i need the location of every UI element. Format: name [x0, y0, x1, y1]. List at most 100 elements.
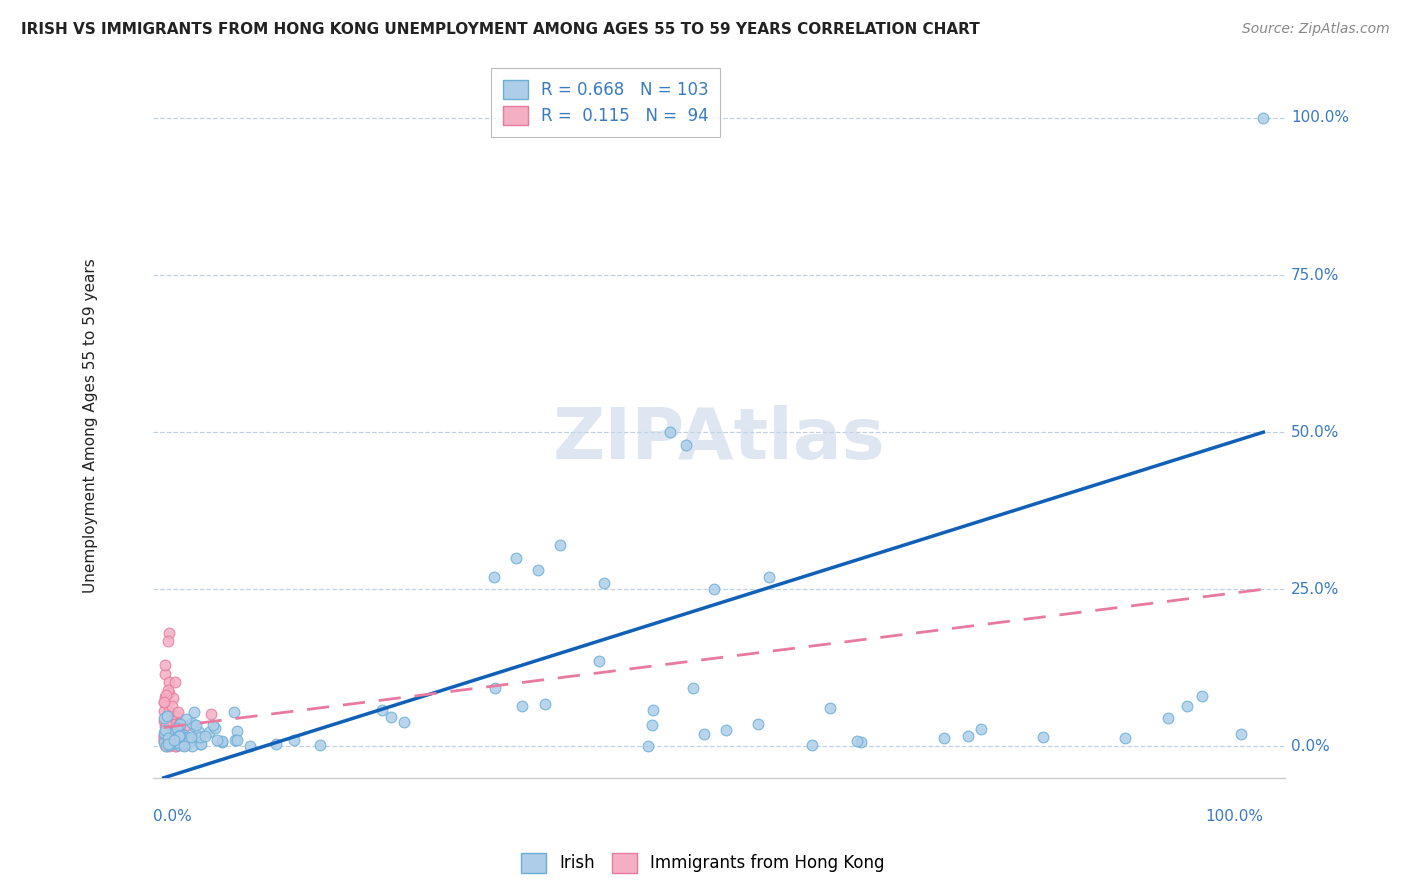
Point [153, 695, 176, 709]
Point [157, 738, 180, 752]
Point [153, 724, 176, 739]
Point [156, 728, 179, 742]
Text: Source: ZipAtlas.com: Source: ZipAtlas.com [1241, 22, 1389, 37]
Point [167, 731, 190, 745]
Point [155, 690, 177, 705]
Point [155, 736, 177, 750]
Point [534, 697, 557, 711]
Point [156, 736, 179, 750]
Point [155, 739, 177, 753]
Point [156, 736, 179, 750]
Point [198, 724, 221, 739]
Point [200, 707, 222, 722]
Point [155, 719, 177, 733]
Point [155, 733, 177, 747]
Point [153, 731, 176, 745]
Point [703, 582, 725, 597]
Point [165, 739, 187, 754]
Point [153, 730, 176, 744]
Point [169, 723, 191, 738]
Point [157, 731, 180, 746]
Point [482, 570, 505, 584]
Point [188, 725, 211, 739]
Point [169, 720, 191, 734]
Point [162, 719, 184, 733]
Point [155, 739, 177, 753]
Point [153, 667, 176, 681]
Point [165, 726, 187, 740]
Point [1230, 727, 1253, 741]
Point [716, 723, 738, 737]
Point [166, 731, 188, 745]
Point [163, 674, 186, 689]
Point [160, 736, 183, 750]
Point [202, 718, 225, 732]
Point [183, 706, 205, 720]
Point [172, 738, 194, 752]
Point [204, 722, 226, 736]
Point [156, 683, 179, 698]
Point [160, 725, 183, 739]
Point [156, 724, 179, 739]
Legend: Irish, Immigrants from Hong Kong: Irish, Immigrants from Hong Kong [515, 847, 891, 880]
Point [758, 570, 780, 584]
Point [167, 730, 190, 744]
Point [548, 538, 571, 552]
Text: 0.0%: 0.0% [153, 809, 191, 824]
Point [157, 738, 180, 752]
Point [153, 725, 176, 739]
Point [641, 703, 664, 717]
Point [156, 738, 179, 752]
Point [675, 438, 697, 452]
Legend: R = 0.668   N = 103, R =  0.115   N =  94: R = 0.668 N = 103, R = 0.115 N = 94 [491, 68, 720, 136]
Point [176, 731, 198, 746]
Point [162, 735, 184, 749]
Point [392, 714, 415, 729]
Point [166, 721, 188, 735]
Point [167, 736, 190, 750]
Point [167, 732, 190, 747]
Point [183, 719, 205, 733]
Point [153, 735, 176, 749]
Point [1032, 730, 1054, 744]
Text: Unemployment Among Ages 55 to 59 years: Unemployment Among Ages 55 to 59 years [83, 259, 98, 593]
Point [162, 727, 184, 741]
Point [747, 717, 769, 731]
Point [174, 739, 197, 753]
Point [640, 718, 662, 732]
Point [165, 731, 187, 746]
Point [156, 723, 179, 738]
Point [157, 739, 180, 753]
Point [956, 729, 979, 743]
Point [180, 732, 202, 747]
Point [970, 722, 993, 736]
Point [224, 705, 246, 719]
Point [167, 716, 190, 731]
Point [163, 732, 186, 747]
Point [155, 735, 177, 749]
Point [162, 738, 184, 752]
Text: 100.0%: 100.0% [1291, 111, 1348, 126]
Point [160, 731, 183, 746]
Text: 50.0%: 50.0% [1291, 425, 1340, 440]
Point [169, 716, 191, 731]
Point [163, 714, 186, 729]
Point [156, 709, 179, 723]
Point [526, 563, 548, 577]
Point [155, 728, 177, 742]
Point [169, 732, 191, 747]
Point [156, 713, 179, 727]
Point [155, 734, 177, 748]
Point [160, 732, 183, 747]
Point [226, 733, 249, 747]
Point [169, 728, 191, 742]
Point [181, 739, 204, 753]
Point [1191, 689, 1213, 703]
Point [155, 716, 177, 731]
Point [163, 739, 186, 754]
Point [187, 730, 209, 744]
Point [166, 706, 188, 720]
Point [693, 727, 716, 741]
Text: 100.0%: 100.0% [1205, 809, 1264, 824]
Point [163, 717, 186, 731]
